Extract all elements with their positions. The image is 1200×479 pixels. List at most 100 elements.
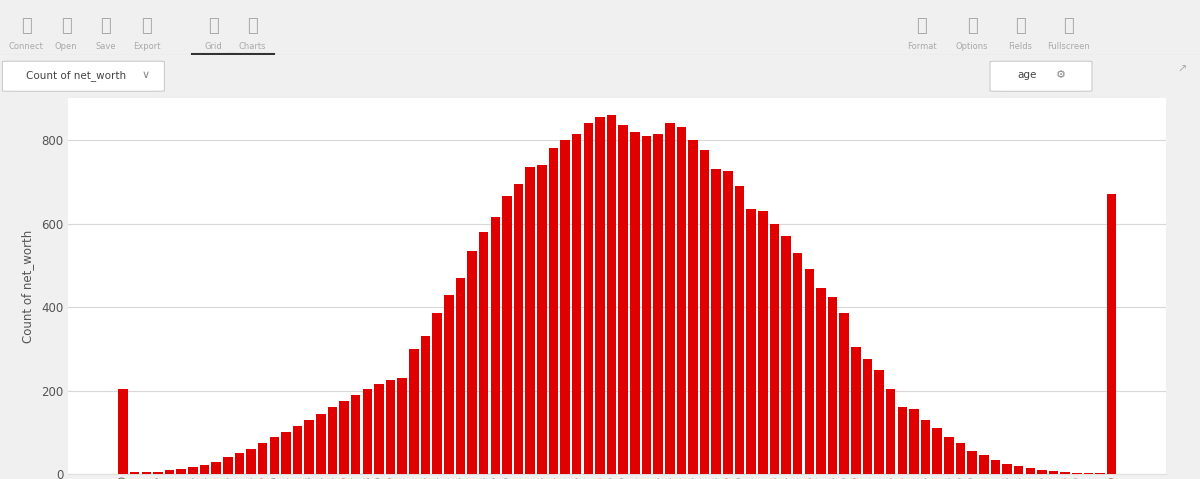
Bar	[374, 384, 384, 474]
Bar	[1061, 472, 1070, 474]
Y-axis label: Count of net_worth: Count of net_worth	[22, 229, 35, 343]
Text: ↗: ↗	[1177, 64, 1187, 74]
Bar	[967, 451, 977, 474]
Bar	[886, 388, 895, 474]
Bar	[583, 123, 593, 474]
Bar	[572, 134, 582, 474]
Text: Fullscreen: Fullscreen	[1046, 42, 1090, 51]
Bar	[955, 443, 965, 474]
Bar	[386, 380, 395, 474]
Bar	[223, 457, 233, 474]
Bar	[920, 420, 930, 474]
Text: Charts: Charts	[239, 42, 265, 51]
Bar	[1014, 466, 1024, 474]
Text: ⬜: ⬜	[142, 17, 151, 35]
Bar	[932, 428, 942, 474]
Bar	[281, 433, 290, 474]
Bar	[1084, 473, 1093, 474]
Bar	[397, 378, 407, 474]
Bar	[607, 115, 617, 474]
Bar	[863, 359, 872, 474]
Bar	[350, 395, 360, 474]
Bar	[781, 236, 791, 474]
Bar	[560, 140, 570, 474]
Bar	[164, 470, 174, 474]
Bar	[316, 414, 325, 474]
Bar	[979, 456, 989, 474]
Text: ⬜: ⬜	[209, 17, 218, 35]
Bar	[816, 288, 826, 474]
Bar	[746, 209, 756, 474]
Bar	[199, 465, 209, 474]
Bar	[340, 401, 349, 474]
Bar	[689, 140, 697, 474]
Text: ⬜: ⬜	[101, 17, 110, 35]
Bar	[793, 253, 803, 474]
Bar	[991, 459, 1000, 474]
Bar	[467, 251, 476, 474]
Text: age: age	[1018, 70, 1037, 80]
Text: ⚙: ⚙	[1056, 70, 1066, 80]
Bar	[758, 211, 768, 474]
Bar	[1026, 468, 1036, 474]
Bar	[176, 469, 186, 474]
Text: ⬜: ⬜	[967, 17, 977, 35]
Bar	[211, 462, 221, 474]
Bar	[642, 136, 652, 474]
Bar	[142, 472, 151, 474]
FancyBboxPatch shape	[990, 61, 1092, 91]
Bar	[944, 437, 954, 474]
Bar	[258, 443, 268, 474]
Bar	[526, 167, 535, 474]
FancyBboxPatch shape	[2, 61, 164, 91]
Bar	[724, 171, 733, 474]
Text: Connect: Connect	[8, 42, 44, 51]
Bar	[595, 117, 605, 474]
Text: ⬜: ⬜	[247, 17, 257, 35]
Bar	[828, 297, 838, 474]
Bar	[305, 420, 314, 474]
Bar	[456, 278, 466, 474]
Text: ⬜: ⬜	[22, 17, 31, 35]
Bar	[421, 336, 431, 474]
Text: Export: Export	[133, 42, 160, 51]
Text: Format: Format	[907, 42, 936, 51]
Bar	[362, 388, 372, 474]
Bar	[432, 313, 442, 474]
Bar	[538, 165, 546, 474]
Bar	[444, 295, 454, 474]
Bar	[246, 449, 256, 474]
Bar	[618, 125, 628, 474]
Text: Grid: Grid	[205, 42, 222, 51]
Bar	[630, 132, 640, 474]
Bar	[700, 150, 709, 474]
Text: ⬜: ⬜	[61, 17, 71, 35]
Text: Save: Save	[95, 42, 116, 51]
Bar	[1072, 473, 1081, 474]
Bar	[653, 134, 662, 474]
Bar	[270, 437, 280, 474]
Bar	[665, 123, 674, 474]
Bar	[188, 467, 198, 474]
Bar	[898, 407, 907, 474]
Bar	[1037, 470, 1046, 474]
Bar	[154, 472, 163, 474]
Bar	[712, 169, 721, 474]
Bar	[851, 347, 860, 474]
Text: ⬜: ⬜	[917, 17, 926, 35]
Bar	[875, 370, 884, 474]
Bar	[840, 313, 848, 474]
Bar	[1049, 471, 1058, 474]
Bar	[1002, 464, 1012, 474]
Bar	[130, 472, 139, 474]
Bar	[293, 426, 302, 474]
Text: Fields: Fields	[1008, 42, 1032, 51]
Bar	[804, 270, 814, 474]
Bar	[514, 184, 523, 474]
Text: ⬜: ⬜	[1015, 17, 1025, 35]
Bar	[479, 232, 488, 474]
Bar	[734, 186, 744, 474]
Bar	[677, 127, 686, 474]
Bar	[119, 388, 128, 474]
Bar	[409, 349, 419, 474]
